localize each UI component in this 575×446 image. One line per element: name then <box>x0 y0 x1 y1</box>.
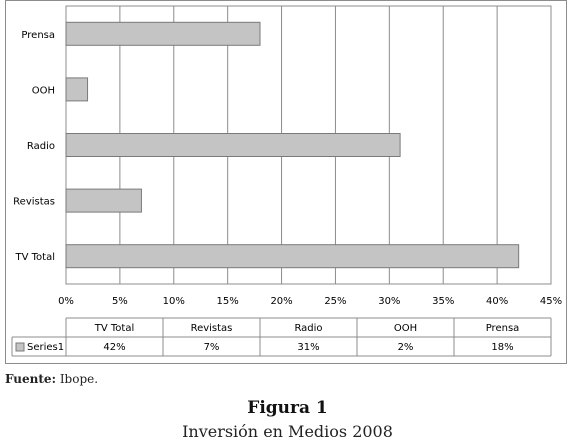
x-tick-label: 30% <box>378 296 400 307</box>
x-tick-label: 45% <box>540 296 562 307</box>
chart-svg: 0% 5% 10% 15% 20% 25% 30% 35% 40% 45% Prensa OOH Rad… <box>11 5 562 357</box>
x-tick-label: 15% <box>217 296 239 307</box>
x-tick-label: 40% <box>486 296 508 307</box>
x-tick-label: 5% <box>112 296 128 307</box>
bar <box>65 244 520 269</box>
y-category-label: OOH <box>32 85 55 96</box>
source-note: Fuente: Ibope. <box>5 372 98 386</box>
table-column-header: OOH <box>394 323 417 334</box>
x-tick-label: 35% <box>432 296 454 307</box>
chart-frame <box>5 0 567 364</box>
series-legend-swatch <box>15 342 25 352</box>
figure-number: Figura 1 <box>247 398 328 418</box>
x-tick-label: 25% <box>324 296 346 307</box>
y-category-label: TV Total <box>15 252 55 263</box>
y-category-label: Radio <box>27 141 55 152</box>
table-column-header: TV Total <box>94 323 134 334</box>
table-value-cell: 2% <box>398 342 414 353</box>
figure-title: Inversión en Medios 2008 <box>182 422 393 441</box>
table-column-header: Revistas <box>191 323 233 334</box>
source-value: Ibope. <box>56 372 99 386</box>
bar <box>65 77 89 102</box>
table-column-header: Radio <box>294 323 322 334</box>
y-category-label: Prensa <box>21 30 55 41</box>
x-tick-label: 20% <box>270 296 292 307</box>
table-value-cell: 7% <box>204 342 220 353</box>
table-value-cell: 31% <box>297 342 319 353</box>
x-tick-label: 0% <box>58 296 74 307</box>
y-category-label: Revistas <box>13 197 55 208</box>
table-value-cell: 18% <box>491 342 513 353</box>
series-legend-label: Series1 <box>27 342 64 353</box>
bar <box>65 188 142 213</box>
bar <box>65 21 261 46</box>
source-label: Fuente: <box>5 372 56 386</box>
table-value-cell: 42% <box>103 342 125 353</box>
table-column-header: Prensa <box>486 323 520 334</box>
x-tick-label: 10% <box>163 296 185 307</box>
bar <box>65 133 401 157</box>
